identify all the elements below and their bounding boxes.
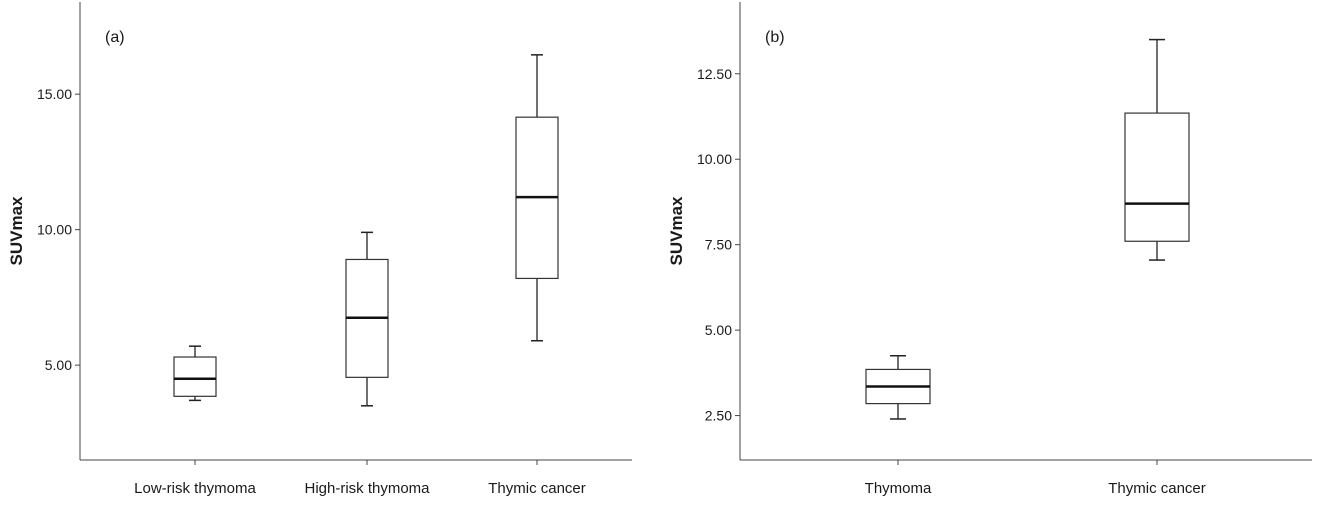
panel-a-y-tick-label: 10.00 <box>37 222 72 238</box>
panel-b-y-tick-label: 12.50 <box>697 66 732 82</box>
panel-a-y-axis-label: SUVmax <box>7 196 26 266</box>
panel-a-box <box>173 356 217 397</box>
panel-b-x-tick-label: Thymic cancer <box>1108 480 1206 497</box>
panel-b-y-tick-label: 5.00 <box>705 322 732 338</box>
panel-a-x-tick-label: Low-risk thymoma <box>134 480 256 497</box>
panel-a-label: (a) <box>105 29 125 46</box>
panel-b-x-tick-label: Thymoma <box>865 480 932 497</box>
panel-b-box <box>1124 112 1190 242</box>
panel-a-x-tick-label: Thymic cancer <box>488 480 586 497</box>
panel-b-y-tick-label: 7.50 <box>705 237 732 253</box>
panel-a-y-tick-label: 5.00 <box>45 357 72 373</box>
panel-b-y-tick-label: 10.00 <box>697 151 732 167</box>
panel-b-y-axis-label: SUVmax <box>667 196 686 266</box>
panel-a-x-tick-label: High-risk thymoma <box>304 480 430 497</box>
panel-b-label: (b) <box>765 29 785 46</box>
panel-a-y-tick-label: 15.00 <box>37 86 72 102</box>
panel-b-y-tick-label: 2.50 <box>705 408 732 424</box>
